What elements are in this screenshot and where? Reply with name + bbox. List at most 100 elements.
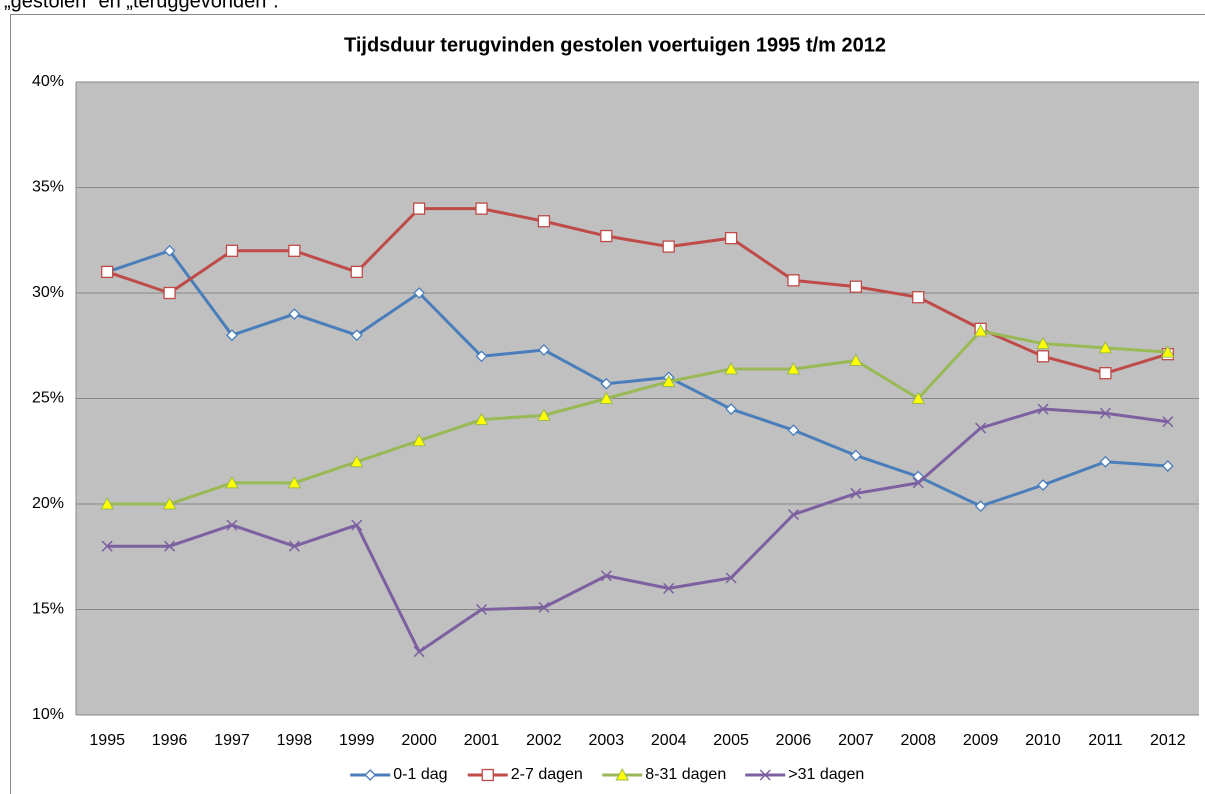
point — [100, 496, 115, 510]
point — [724, 361, 738, 375]
x-tick-label: 2012 — [1150, 732, 1186, 749]
series-line — [106, 249, 1168, 508]
point — [1162, 416, 1174, 428]
y-tick-label: 25% — [32, 390, 64, 407]
series-line — [107, 407, 1169, 654]
point — [350, 329, 363, 342]
point — [662, 240, 675, 253]
point — [1099, 367, 1112, 380]
legend-marker — [481, 768, 494, 782]
point — [163, 286, 176, 300]
x-tick-label: 2007 — [838, 732, 874, 749]
chart-title: Tijdsduur terugvinden gestolen voertuige… — [344, 34, 886, 56]
point — [537, 408, 551, 421]
point — [786, 361, 801, 375]
legend-marker — [615, 767, 630, 781]
point — [101, 265, 114, 279]
point — [349, 454, 364, 468]
point — [1099, 455, 1112, 468]
x-tick-label: 2008 — [900, 732, 936, 749]
point — [288, 244, 301, 257]
point — [538, 601, 550, 613]
y-tick-label: 15% — [32, 601, 64, 618]
point — [101, 540, 113, 552]
point — [787, 509, 800, 521]
y-tick-label: 35% — [32, 179, 64, 196]
point — [350, 265, 363, 279]
x-tick-label: 2010 — [1025, 732, 1061, 749]
point — [787, 424, 800, 437]
point — [412, 202, 426, 215]
point — [413, 646, 425, 658]
point — [912, 291, 925, 304]
point — [163, 244, 176, 257]
point — [974, 500, 987, 513]
point — [1036, 350, 1050, 363]
x-tick-label: 2011 — [1088, 732, 1123, 749]
point — [1037, 479, 1049, 491]
point — [1037, 403, 1049, 415]
point — [975, 422, 987, 434]
point — [725, 572, 737, 584]
x-tick-label: 2004 — [651, 732, 687, 749]
point — [351, 519, 363, 531]
point — [162, 496, 177, 510]
point — [850, 487, 862, 499]
x-tick-label: 2002 — [526, 732, 562, 749]
legend-label: 0-1 dag — [393, 766, 447, 783]
x-tick-label: 1998 — [277, 732, 313, 749]
point — [537, 344, 550, 356]
point — [226, 519, 238, 531]
x-tick-label: 2000 — [401, 732, 437, 749]
y-tick-label: 20% — [32, 495, 64, 512]
y-tick-label: 10% — [32, 706, 64, 723]
point — [1036, 336, 1050, 350]
x-tick-label: 1999 — [339, 732, 375, 749]
x-tick-label: 1996 — [152, 732, 188, 749]
point — [1160, 345, 1175, 358]
point — [475, 202, 488, 215]
point — [287, 475, 302, 489]
x-tick-label: 2006 — [776, 732, 812, 749]
x-tick-label: 1997 — [214, 732, 250, 749]
point — [911, 391, 926, 404]
point — [663, 582, 675, 594]
point — [849, 280, 863, 293]
point — [1099, 407, 1111, 419]
point — [600, 377, 613, 390]
point — [599, 391, 614, 404]
point — [288, 540, 300, 552]
page-text: „gestolen” en „teruggevonden”. — [4, 0, 279, 12]
point — [600, 570, 612, 582]
point — [600, 229, 613, 243]
legend-label: >31 dagen — [788, 766, 864, 783]
point — [474, 412, 489, 426]
point — [225, 244, 239, 257]
point — [413, 287, 426, 299]
point — [849, 353, 863, 367]
series-line — [107, 329, 1168, 506]
point — [537, 215, 551, 228]
legend-marker — [364, 769, 377, 781]
point — [1161, 460, 1174, 472]
x-tick-label: 2005 — [713, 732, 749, 749]
x-tick-label: 1995 — [89, 732, 125, 749]
point — [724, 231, 738, 245]
point — [725, 403, 738, 415]
point — [225, 475, 239, 489]
point — [288, 308, 301, 321]
x-tick-label: 2009 — [963, 732, 999, 749]
point — [164, 540, 176, 552]
point — [661, 374, 676, 388]
point — [475, 350, 488, 363]
legend-marker — [759, 769, 771, 781]
y-tick-label: 40% — [32, 73, 64, 90]
point — [912, 477, 924, 489]
point — [226, 329, 238, 342]
point — [412, 433, 426, 447]
legend-label: 2-7 dagen — [511, 766, 583, 783]
x-tick-label: 2003 — [589, 732, 625, 749]
point — [1098, 340, 1113, 354]
legend-label: 8-31 dagen — [645, 766, 726, 783]
